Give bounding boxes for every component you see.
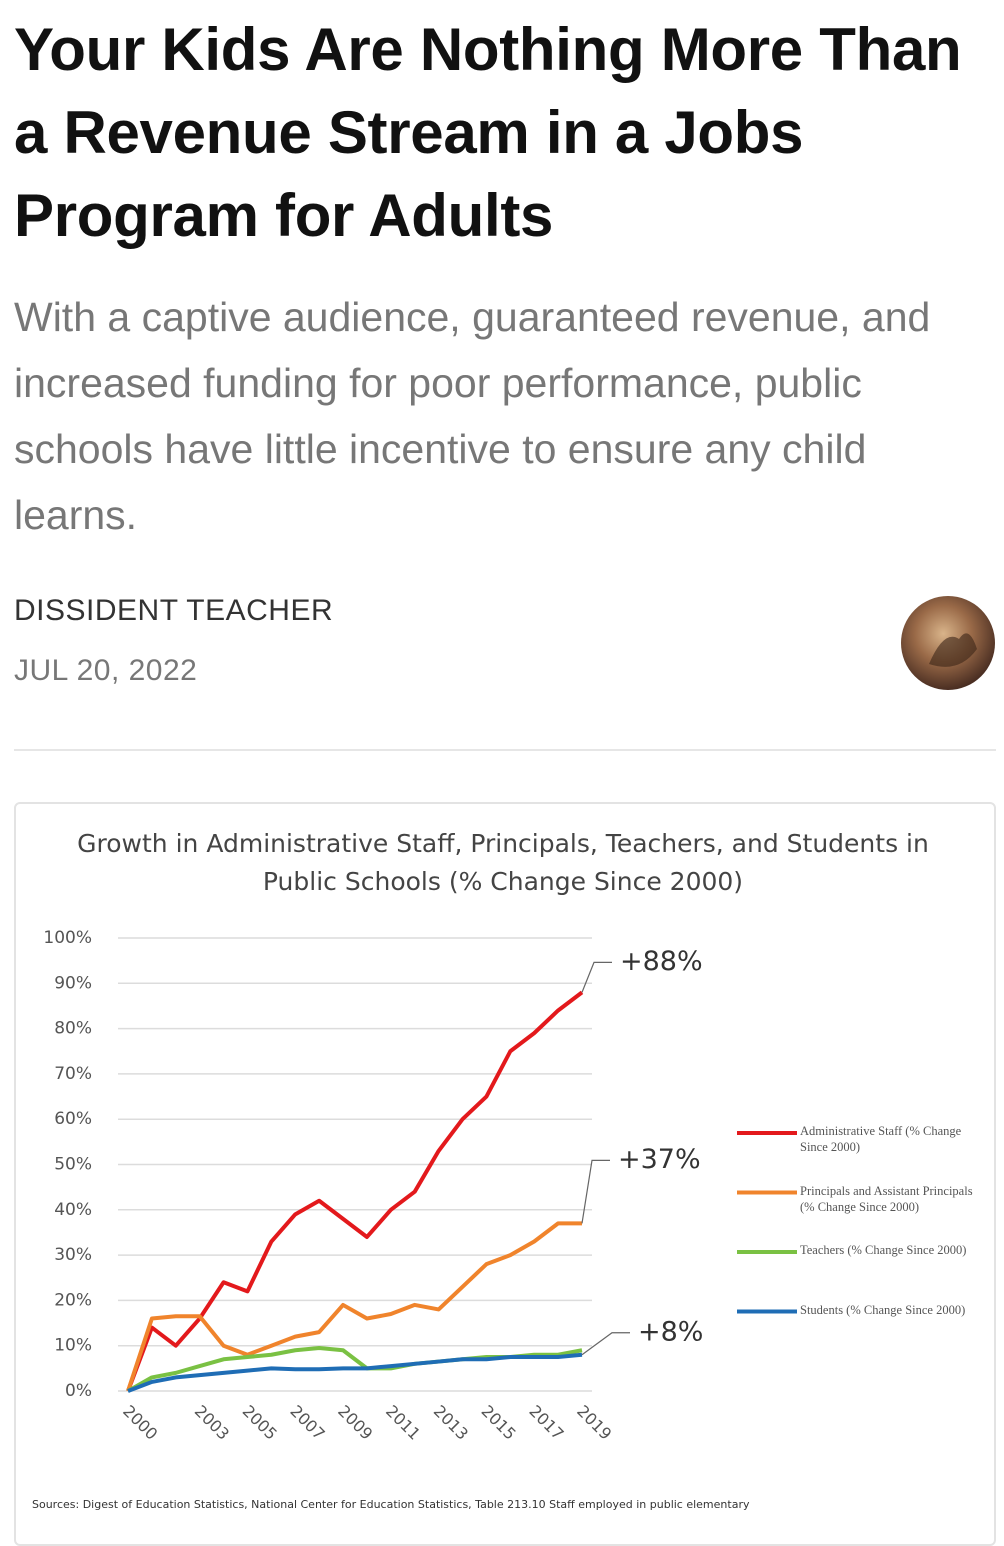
legend-label: Administrative Staff (% Change Since 200… (800, 1124, 962, 1154)
author-name[interactable]: DISSIDENT TEACHER (14, 594, 334, 627)
series-line (126, 1221, 582, 1392)
series-line (126, 990, 584, 1392)
chart-title: Growth in Administrative Staff, Principa… (77, 829, 929, 896)
x-tick-label: 2015 (478, 1401, 520, 1443)
annotation-label: +8% (638, 1316, 703, 1347)
legend-label: Teachers (% Change Since 2000) (800, 1243, 967, 1257)
legend-label: Students (% Change Since 2000) (800, 1302, 966, 1317)
x-tick-label: 2019 (573, 1401, 615, 1443)
y-tick-label: 30% (54, 1245, 92, 1265)
y-tick-label: 50% (54, 1155, 92, 1175)
x-tick-label: 2017 (525, 1401, 567, 1443)
y-tick-label: 90% (54, 973, 92, 993)
divider (14, 749, 996, 751)
y-tick-label: 40% (54, 1200, 92, 1220)
y-tick-label: 20% (54, 1290, 92, 1310)
x-tick-label: 2005 (239, 1401, 281, 1443)
x-tick-label: 2000 (119, 1401, 161, 1443)
annotation-leader (581, 1332, 630, 1356)
y-tick-label: 10% (54, 1336, 92, 1356)
publish-date: JUL 20, 2022 (14, 654, 198, 687)
annotation-leader (581, 1159, 610, 1224)
article-subtitle: With a captive audience, guaranteed reve… (14, 294, 931, 538)
legend-label: Principals and Assistant Principals (% C… (800, 1183, 973, 1214)
article-title: Your Kids Are Nothing More Than a Revenu… (14, 16, 962, 249)
avatar-detail (929, 633, 977, 667)
x-tick-label: 2013 (430, 1401, 472, 1443)
annotation-leader (581, 961, 612, 993)
annotation-label: +37% (618, 1144, 701, 1175)
y-tick-label: 100% (43, 928, 92, 948)
y-tick-label: 60% (54, 1109, 92, 1129)
author-avatar[interactable] (899, 594, 997, 692)
y-tick-label: 70% (54, 1064, 92, 1084)
x-tick-label: 2003 (191, 1401, 233, 1443)
x-tick-label: 2007 (286, 1401, 328, 1443)
chart-source: Sources: Digest of Education Statistics,… (32, 1498, 750, 1511)
x-tick-label: 2009 (334, 1401, 376, 1443)
y-tick-label: 0% (65, 1381, 92, 1401)
annotation-label: +88% (620, 946, 703, 977)
x-tick-label: 2011 (382, 1401, 424, 1443)
y-tick-label: 80% (54, 1019, 92, 1039)
series-line (127, 1352, 583, 1393)
